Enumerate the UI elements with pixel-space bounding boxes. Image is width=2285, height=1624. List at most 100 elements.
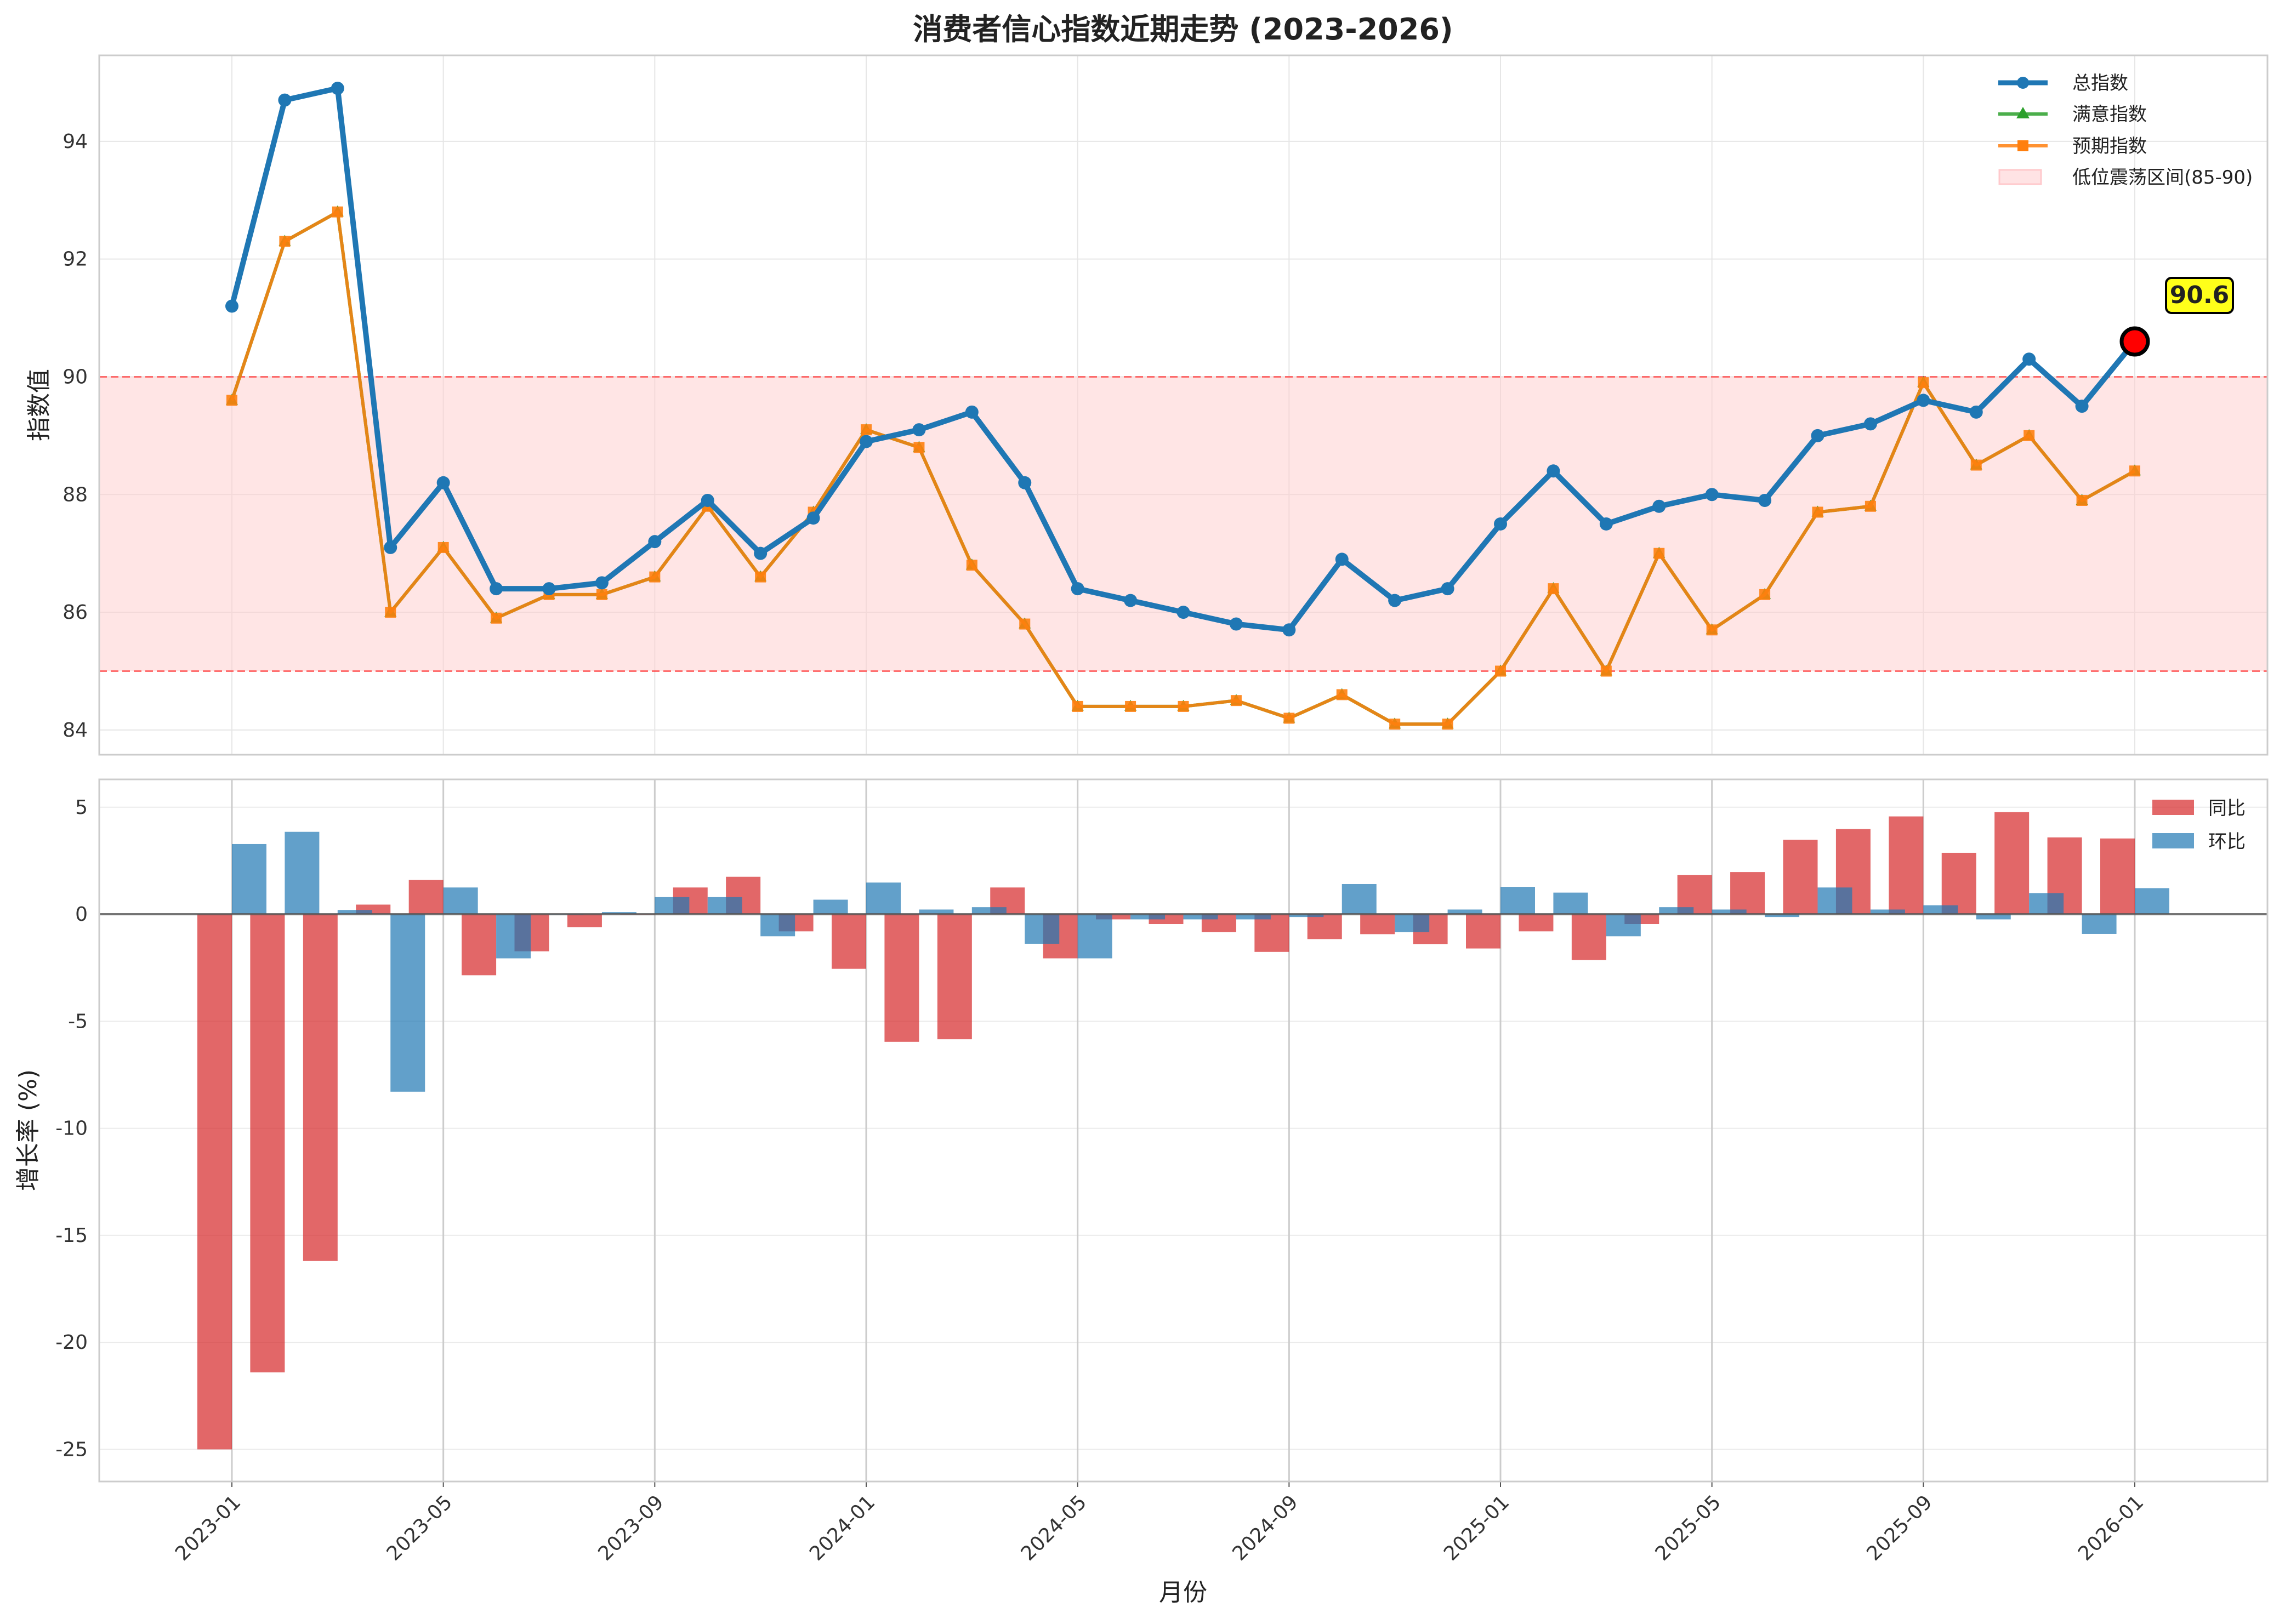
data-point-total — [542, 582, 556, 596]
bar-yoy — [1519, 914, 1554, 932]
bar-mom — [1976, 914, 2011, 920]
data-point-total — [1335, 552, 1349, 566]
top-y-tick-label: 90 — [62, 366, 88, 388]
annotation-box — [2165, 277, 2234, 314]
data-point-expectation — [1389, 719, 1401, 730]
data-point-total — [1124, 594, 1138, 607]
data-point-total — [648, 535, 662, 549]
bar-yoy — [937, 914, 972, 1040]
latest-annotation: 90.6 — [2119, 277, 2234, 357]
top-legend: 总指数 满意指数 预期指数 低位震荡区间(85-90) — [1998, 72, 2253, 189]
data-point-total — [278, 93, 292, 107]
top-axes-frame — [98, 54, 2269, 756]
legend-label-band: 低位震荡区间(85-90) — [2072, 167, 2253, 189]
bar-mom — [2082, 914, 2117, 934]
bottom-y-tick-label: 5 — [75, 796, 88, 819]
legend-item-total: 总指数 — [1998, 72, 2128, 94]
bar-yoy — [832, 914, 866, 969]
bar-mom — [760, 914, 795, 937]
bar-mom — [1395, 914, 1430, 932]
data-point-total — [490, 582, 503, 596]
bar-mom — [1712, 909, 1747, 915]
bar-mom — [1923, 905, 1958, 915]
bar-yoy — [250, 914, 285, 1372]
x-axis-label: 月份 — [1159, 1579, 1207, 1606]
top-y-tick-label: 84 — [62, 719, 88, 742]
bar-yoy — [1889, 816, 1924, 915]
data-point-total — [1599, 517, 1613, 531]
bar-mom — [1870, 909, 1905, 915]
bar-yoy — [2100, 838, 2135, 915]
bar-mom — [655, 897, 690, 915]
data-point-expectation — [332, 206, 343, 218]
bar-yoy — [884, 914, 919, 1042]
bar-mom — [1289, 914, 1324, 918]
data-point-total — [965, 405, 979, 419]
bottom-y-tick-label: -20 — [55, 1331, 88, 1354]
data-point-expectation — [1283, 713, 1295, 724]
bottom-bar-chart: 50-5-10-15-20-25 2023-01 2023-05 2023-09 20… — [14, 778, 2269, 1606]
data-point-expectation — [1125, 700, 1136, 712]
data-point-expectation — [1600, 665, 1612, 677]
bar-mom — [443, 887, 478, 915]
bar-yoy — [462, 914, 497, 976]
data-point-expectation — [1970, 459, 1982, 471]
data-point-expectation — [861, 424, 872, 436]
bar-mom — [1765, 914, 1800, 918]
data-point-total — [1547, 464, 1560, 478]
bar-yoy — [1994, 812, 2030, 915]
bar-mom — [285, 831, 320, 915]
top-y-tick-label: 88 — [62, 483, 88, 506]
data-point-total — [1652, 499, 1666, 513]
bar-mom — [496, 914, 531, 959]
legend-triangle-marker-icon — [2016, 107, 2030, 118]
legend-label-yoy: 同比 — [2208, 797, 2246, 819]
bar-mom — [1025, 914, 1060, 944]
data-point-expectation — [385, 607, 396, 618]
bottom-y-ticks: 5 0 -5 -10 -15 -20 -25 — [55, 796, 88, 1461]
bar-yoy — [303, 914, 338, 1261]
chart-title: 消费者信心指数近期走势 (2023-2026) — [913, 12, 1453, 47]
data-point-expectation — [649, 571, 661, 583]
data-point-expectation — [1548, 583, 1559, 595]
data-point-total — [1441, 582, 1454, 596]
data-point-expectation — [596, 589, 607, 600]
data-point-total — [1229, 617, 1243, 631]
data-point-total — [1071, 582, 1084, 596]
legend-square-marker-icon — [2017, 140, 2028, 151]
data-point-expectation — [1495, 665, 1506, 677]
bar-mom — [1817, 887, 1852, 915]
legend-item-satisfaction: 满意指数 — [1998, 104, 2147, 126]
bottom-y-axis-label: 增长率 (%) — [14, 1069, 42, 1191]
bar-mom — [1447, 909, 1482, 915]
highlight-point — [2119, 326, 2150, 357]
legend-band-patch-icon — [1998, 169, 2042, 185]
data-point-expectation — [1812, 506, 1823, 518]
data-point-total — [595, 576, 609, 590]
bottom-bars — [197, 812, 2169, 1450]
top-y-tick-label: 92 — [62, 248, 88, 271]
data-point-expectation — [1918, 377, 1929, 389]
data-point-expectation — [913, 442, 925, 453]
data-point-expectation — [1178, 700, 1189, 712]
data-point-total — [225, 299, 238, 313]
data-point-expectation — [1230, 695, 1242, 706]
data-point-expectation — [226, 395, 237, 406]
data-point-total — [912, 423, 926, 437]
data-point-total — [1176, 606, 1190, 619]
data-point-expectation — [1759, 589, 1771, 600]
data-point-expectation — [2129, 465, 2140, 477]
bar-yoy — [1571, 914, 1606, 960]
data-point-expectation — [1336, 689, 1348, 700]
series-total — [225, 82, 2141, 637]
bottom-axes-frame — [98, 778, 2269, 1483]
data-point-expectation — [1442, 719, 1453, 730]
top-y-tick-label: 94 — [62, 130, 88, 153]
bar-yoy — [1360, 914, 1395, 934]
bar-yoy — [408, 880, 444, 915]
data-point-total — [1018, 476, 1032, 489]
bar-mom — [2135, 888, 2169, 915]
legend-label-mom: 环比 — [2208, 831, 2246, 853]
